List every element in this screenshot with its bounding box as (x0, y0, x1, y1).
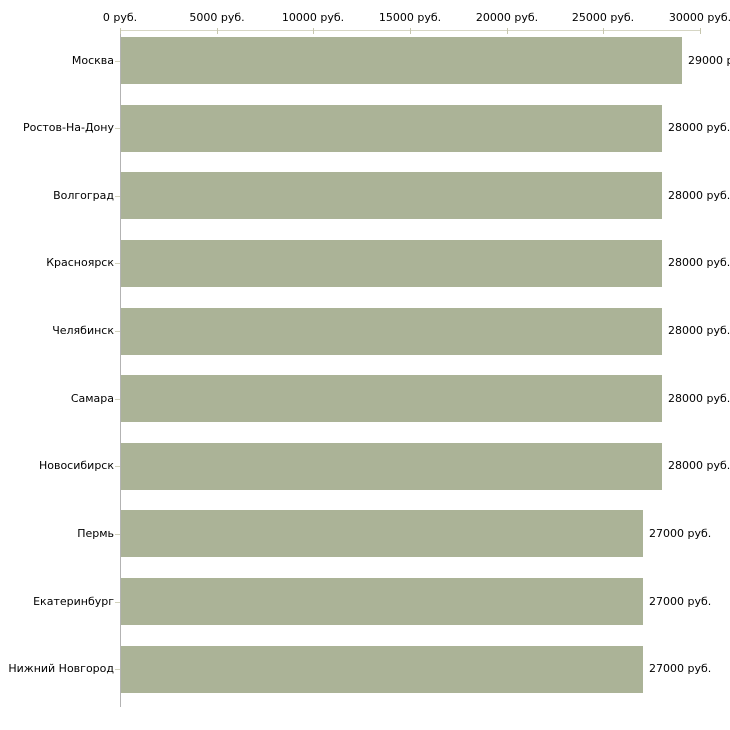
y-axis-tick-mark (115, 196, 120, 197)
category-label: Самара (70, 392, 114, 405)
y-axis-tick-mark (115, 534, 120, 535)
y-axis-tick-mark (115, 331, 120, 332)
category-label: Пермь (77, 527, 114, 540)
bar-3 (121, 240, 662, 287)
bar-0 (121, 37, 682, 84)
category-label: Екатеринбург (33, 595, 114, 608)
x-axis-tick-mark (507, 28, 508, 34)
value-label: 27000 руб. (649, 527, 712, 540)
bar-7 (121, 510, 643, 557)
bar-4 (121, 308, 662, 355)
x-axis-tick-mark (410, 28, 411, 34)
category-label: Красноярск (46, 256, 114, 269)
x-axis-tick-label: 25000 руб. (571, 11, 635, 24)
category-label: Ростов-На-Дону (22, 121, 114, 134)
value-label: 29000 руб. (688, 54, 730, 67)
x-axis-tick-label: 15000 руб. (378, 11, 442, 24)
category-label: Новосибирск (38, 459, 114, 472)
x-axis-tick-mark (120, 28, 121, 34)
value-label: 28000 руб. (668, 121, 730, 134)
x-axis-tick-label: 20000 руб. (475, 11, 539, 24)
value-label: 28000 руб. (668, 189, 730, 202)
y-axis-tick-mark (115, 263, 120, 264)
bar-6 (121, 443, 662, 490)
category-label: Волгоград (53, 189, 114, 202)
bar-5 (121, 375, 662, 422)
bar-1 (121, 105, 662, 152)
y-axis-tick-mark (115, 466, 120, 467)
x-axis-tick-label: 0 руб. (102, 11, 138, 24)
x-axis-tick-mark (700, 28, 701, 34)
category-label: Нижний Новгород (8, 662, 114, 675)
value-label: 28000 руб. (668, 256, 730, 269)
value-label: 28000 руб. (668, 324, 730, 337)
x-axis-tick-label: 30000 руб. (668, 11, 730, 24)
y-axis-tick-mark (115, 128, 120, 129)
value-label: 27000 руб. (649, 595, 712, 608)
x-axis-tick-mark (217, 28, 218, 34)
category-label: Москва (71, 54, 114, 67)
y-axis-line (120, 30, 121, 707)
x-axis-tick-label: 10000 руб. (281, 11, 345, 24)
category-label: Челябинск (52, 324, 114, 337)
y-axis-tick-mark (115, 602, 120, 603)
bar-9 (121, 646, 643, 693)
value-label: 28000 руб. (668, 459, 730, 472)
bar-2 (121, 172, 662, 219)
value-label: 28000 руб. (668, 392, 730, 405)
value-label: 27000 руб. (649, 662, 712, 675)
x-axis-tick-mark (603, 28, 604, 34)
bar-8 (121, 578, 643, 625)
y-axis-tick-mark (115, 61, 120, 62)
x-axis-tick-label: 5000 руб. (189, 11, 245, 24)
y-axis-tick-mark (115, 399, 120, 400)
y-axis-tick-mark (115, 669, 120, 670)
x-axis-tick-mark (313, 28, 314, 34)
